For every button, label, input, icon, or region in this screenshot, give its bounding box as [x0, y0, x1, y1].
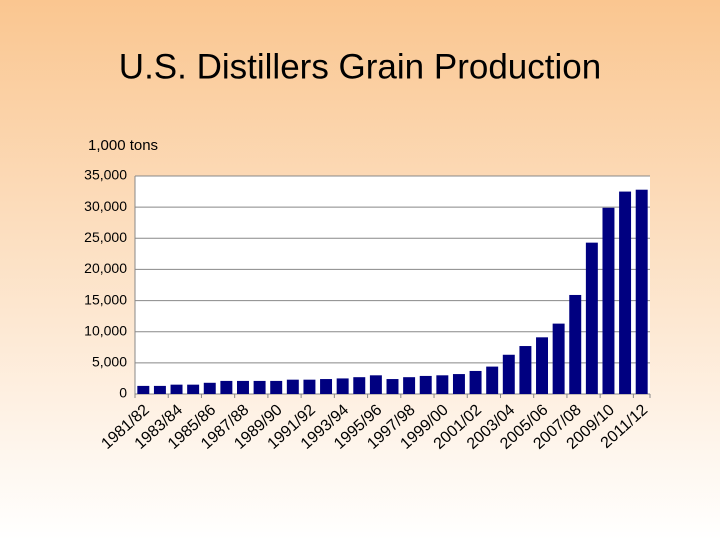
bar: [519, 346, 532, 394]
y-tick-label: 20,000: [84, 260, 127, 276]
bar: [386, 379, 399, 394]
y-axis-label: 1,000 tons: [88, 137, 158, 154]
bar: [336, 378, 349, 394]
bar: [619, 191, 632, 394]
bar: [569, 294, 582, 394]
bar: [187, 384, 200, 394]
bar: [320, 379, 333, 394]
chart-title: U.S. Distillers Grain Production: [119, 47, 601, 86]
y-tick-label: 15,000: [84, 291, 127, 307]
bar: [203, 382, 216, 394]
bar: [403, 377, 416, 394]
bar: [502, 354, 515, 394]
bar: [602, 207, 615, 394]
bar: [220, 380, 233, 394]
bar: [486, 366, 499, 394]
bar: [369, 375, 382, 394]
bar: [635, 189, 648, 394]
bar: [536, 337, 548, 394]
bar: [469, 370, 482, 394]
bar: [137, 385, 150, 394]
y-tick-label: 35,000: [84, 167, 127, 183]
y-tick-label: 5,000: [92, 354, 127, 370]
bar: [353, 377, 366, 394]
bar: [270, 380, 283, 394]
bar: [436, 375, 449, 394]
y-tick-label: 10,000: [84, 322, 127, 338]
bar: [286, 379, 299, 394]
bar: [303, 379, 316, 394]
bar: [153, 385, 166, 394]
bar: [170, 384, 183, 394]
bar: [237, 380, 249, 394]
bar: [253, 380, 266, 394]
bar: [419, 375, 432, 394]
y-tick-label: 30,000: [84, 198, 127, 214]
bar: [552, 323, 565, 394]
bar: [585, 242, 598, 394]
y-tick-label: 25,000: [84, 229, 127, 245]
bar: [452, 374, 465, 394]
y-tick-label: 0: [119, 385, 127, 401]
